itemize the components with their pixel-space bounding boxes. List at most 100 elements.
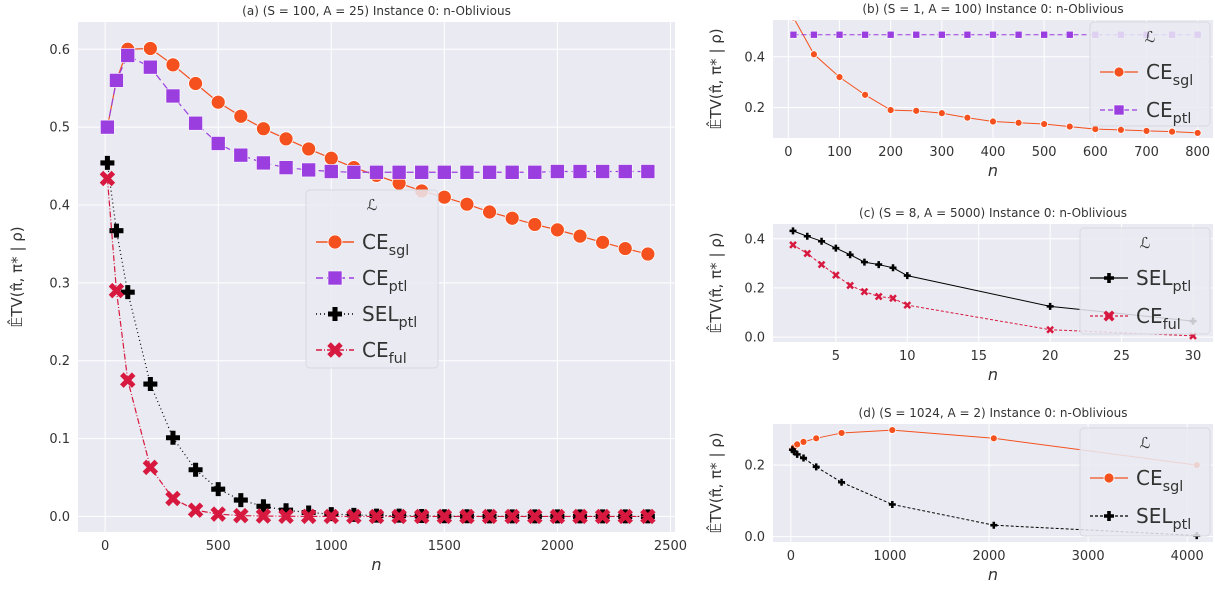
data-point — [481, 508, 498, 525]
legend-label-name: SEL — [1136, 266, 1173, 290]
data-point — [903, 301, 912, 309]
legend-label-sub: sgl — [1163, 479, 1184, 495]
data-point — [459, 164, 475, 180]
legend-label: SELptl — [1136, 504, 1191, 533]
x-tick-label: 0 — [784, 145, 792, 160]
data-point — [301, 162, 316, 178]
data-point — [165, 88, 181, 104]
series-sel-ptl — [789, 227, 1197, 325]
data-point — [831, 271, 840, 279]
data-point — [369, 164, 384, 180]
legend: ℒ SELptl CEful — [1079, 227, 1211, 335]
data-point — [391, 508, 407, 525]
data-point — [832, 244, 840, 252]
data-point — [1014, 30, 1023, 39]
data-point — [143, 377, 158, 392]
data-point — [789, 30, 798, 39]
legend-label-sub: ptl — [389, 279, 408, 295]
data-point — [391, 164, 407, 180]
data-point — [875, 261, 883, 269]
data-point — [835, 30, 844, 39]
y-tick-label: 0.0 — [49, 510, 70, 525]
data-point — [861, 30, 869, 39]
legend-marker — [327, 270, 343, 286]
data-point — [817, 260, 826, 269]
chart-a: 0 500 1000 1500 2000 2500 0.0 0.1 0.2 0.3 0.4 0.5 0.… — [6, 4, 687, 574]
y-tick-label: 0.2 — [744, 101, 765, 116]
data-point — [482, 164, 497, 180]
x-axis-label: n — [988, 365, 998, 384]
legend-label: CEful — [362, 338, 407, 367]
data-point — [414, 164, 430, 180]
data-point — [800, 454, 808, 462]
y-tick-label: 0.4 — [744, 232, 765, 247]
x-tick-label: 5 — [832, 349, 840, 364]
data-point — [595, 234, 611, 250]
data-point — [1014, 118, 1023, 127]
data-point — [572, 228, 588, 244]
legend-marker — [1103, 472, 1115, 484]
data-point — [990, 521, 998, 529]
legend-label: CEsgl — [1136, 466, 1183, 495]
data-point — [301, 141, 317, 157]
y-tick-label: 0.6 — [49, 43, 70, 58]
data-point — [1046, 302, 1054, 310]
data-point — [256, 155, 271, 171]
data-point — [937, 109, 946, 118]
data-point — [793, 450, 801, 458]
legend-label-name: CE — [1136, 466, 1163, 490]
x-tick-label: 400 — [981, 145, 1006, 160]
legend-label-name: SEL — [362, 302, 399, 326]
x-tick-label: 0 — [101, 539, 109, 554]
data-point — [903, 272, 911, 280]
x-tick-label: 700 — [1134, 145, 1159, 160]
data-point — [846, 281, 855, 290]
data-point — [459, 508, 475, 525]
data-point — [846, 251, 854, 259]
y-tick-label: 0.2 — [49, 354, 70, 369]
data-point — [861, 90, 869, 99]
x-tick-label: 0 — [787, 549, 795, 564]
legend-label-sub: sgl — [1173, 73, 1194, 89]
data-point — [790, 20, 797, 22]
legend-label: CEsgl — [362, 230, 409, 259]
legend-label: CEsgl — [1146, 60, 1193, 89]
data-point — [142, 41, 158, 56]
data-point — [1193, 129, 1202, 137]
data-point — [818, 237, 826, 245]
data-point — [550, 164, 565, 179]
x-tick-label: 1000 — [873, 549, 906, 564]
x-tick-label: 2500 — [654, 539, 687, 554]
series-ce-ptl — [100, 48, 656, 180]
x-tick-label: 800 — [1185, 145, 1210, 160]
data-point — [989, 117, 997, 126]
data-point — [187, 502, 204, 518]
data-point — [278, 131, 294, 147]
data-point — [100, 155, 115, 170]
data-point — [142, 459, 159, 476]
data-point — [889, 294, 897, 303]
legend-box — [1079, 427, 1211, 537]
data-point — [143, 59, 158, 75]
data-point — [810, 30, 818, 39]
legend-label-name: CE — [1146, 60, 1173, 84]
data-point — [550, 222, 565, 238]
legend-title: ℒ — [1140, 234, 1151, 252]
legend-box — [305, 189, 439, 369]
data-point — [888, 500, 896, 508]
data-point — [886, 106, 895, 114]
data-point — [527, 508, 543, 525]
data-point — [1091, 125, 1100, 134]
legend-marker — [1103, 310, 1115, 322]
data-point — [346, 164, 362, 180]
data-point — [233, 108, 249, 124]
data-point — [886, 30, 895, 39]
data-point — [963, 30, 972, 39]
legend-label-sub: sgl — [389, 243, 410, 259]
x-tick-label: 300 — [929, 145, 954, 160]
x-tick-label: 2000 — [972, 549, 1005, 564]
legend-label-sub: ptl — [1173, 111, 1192, 127]
x-axis-label: n — [371, 555, 381, 574]
